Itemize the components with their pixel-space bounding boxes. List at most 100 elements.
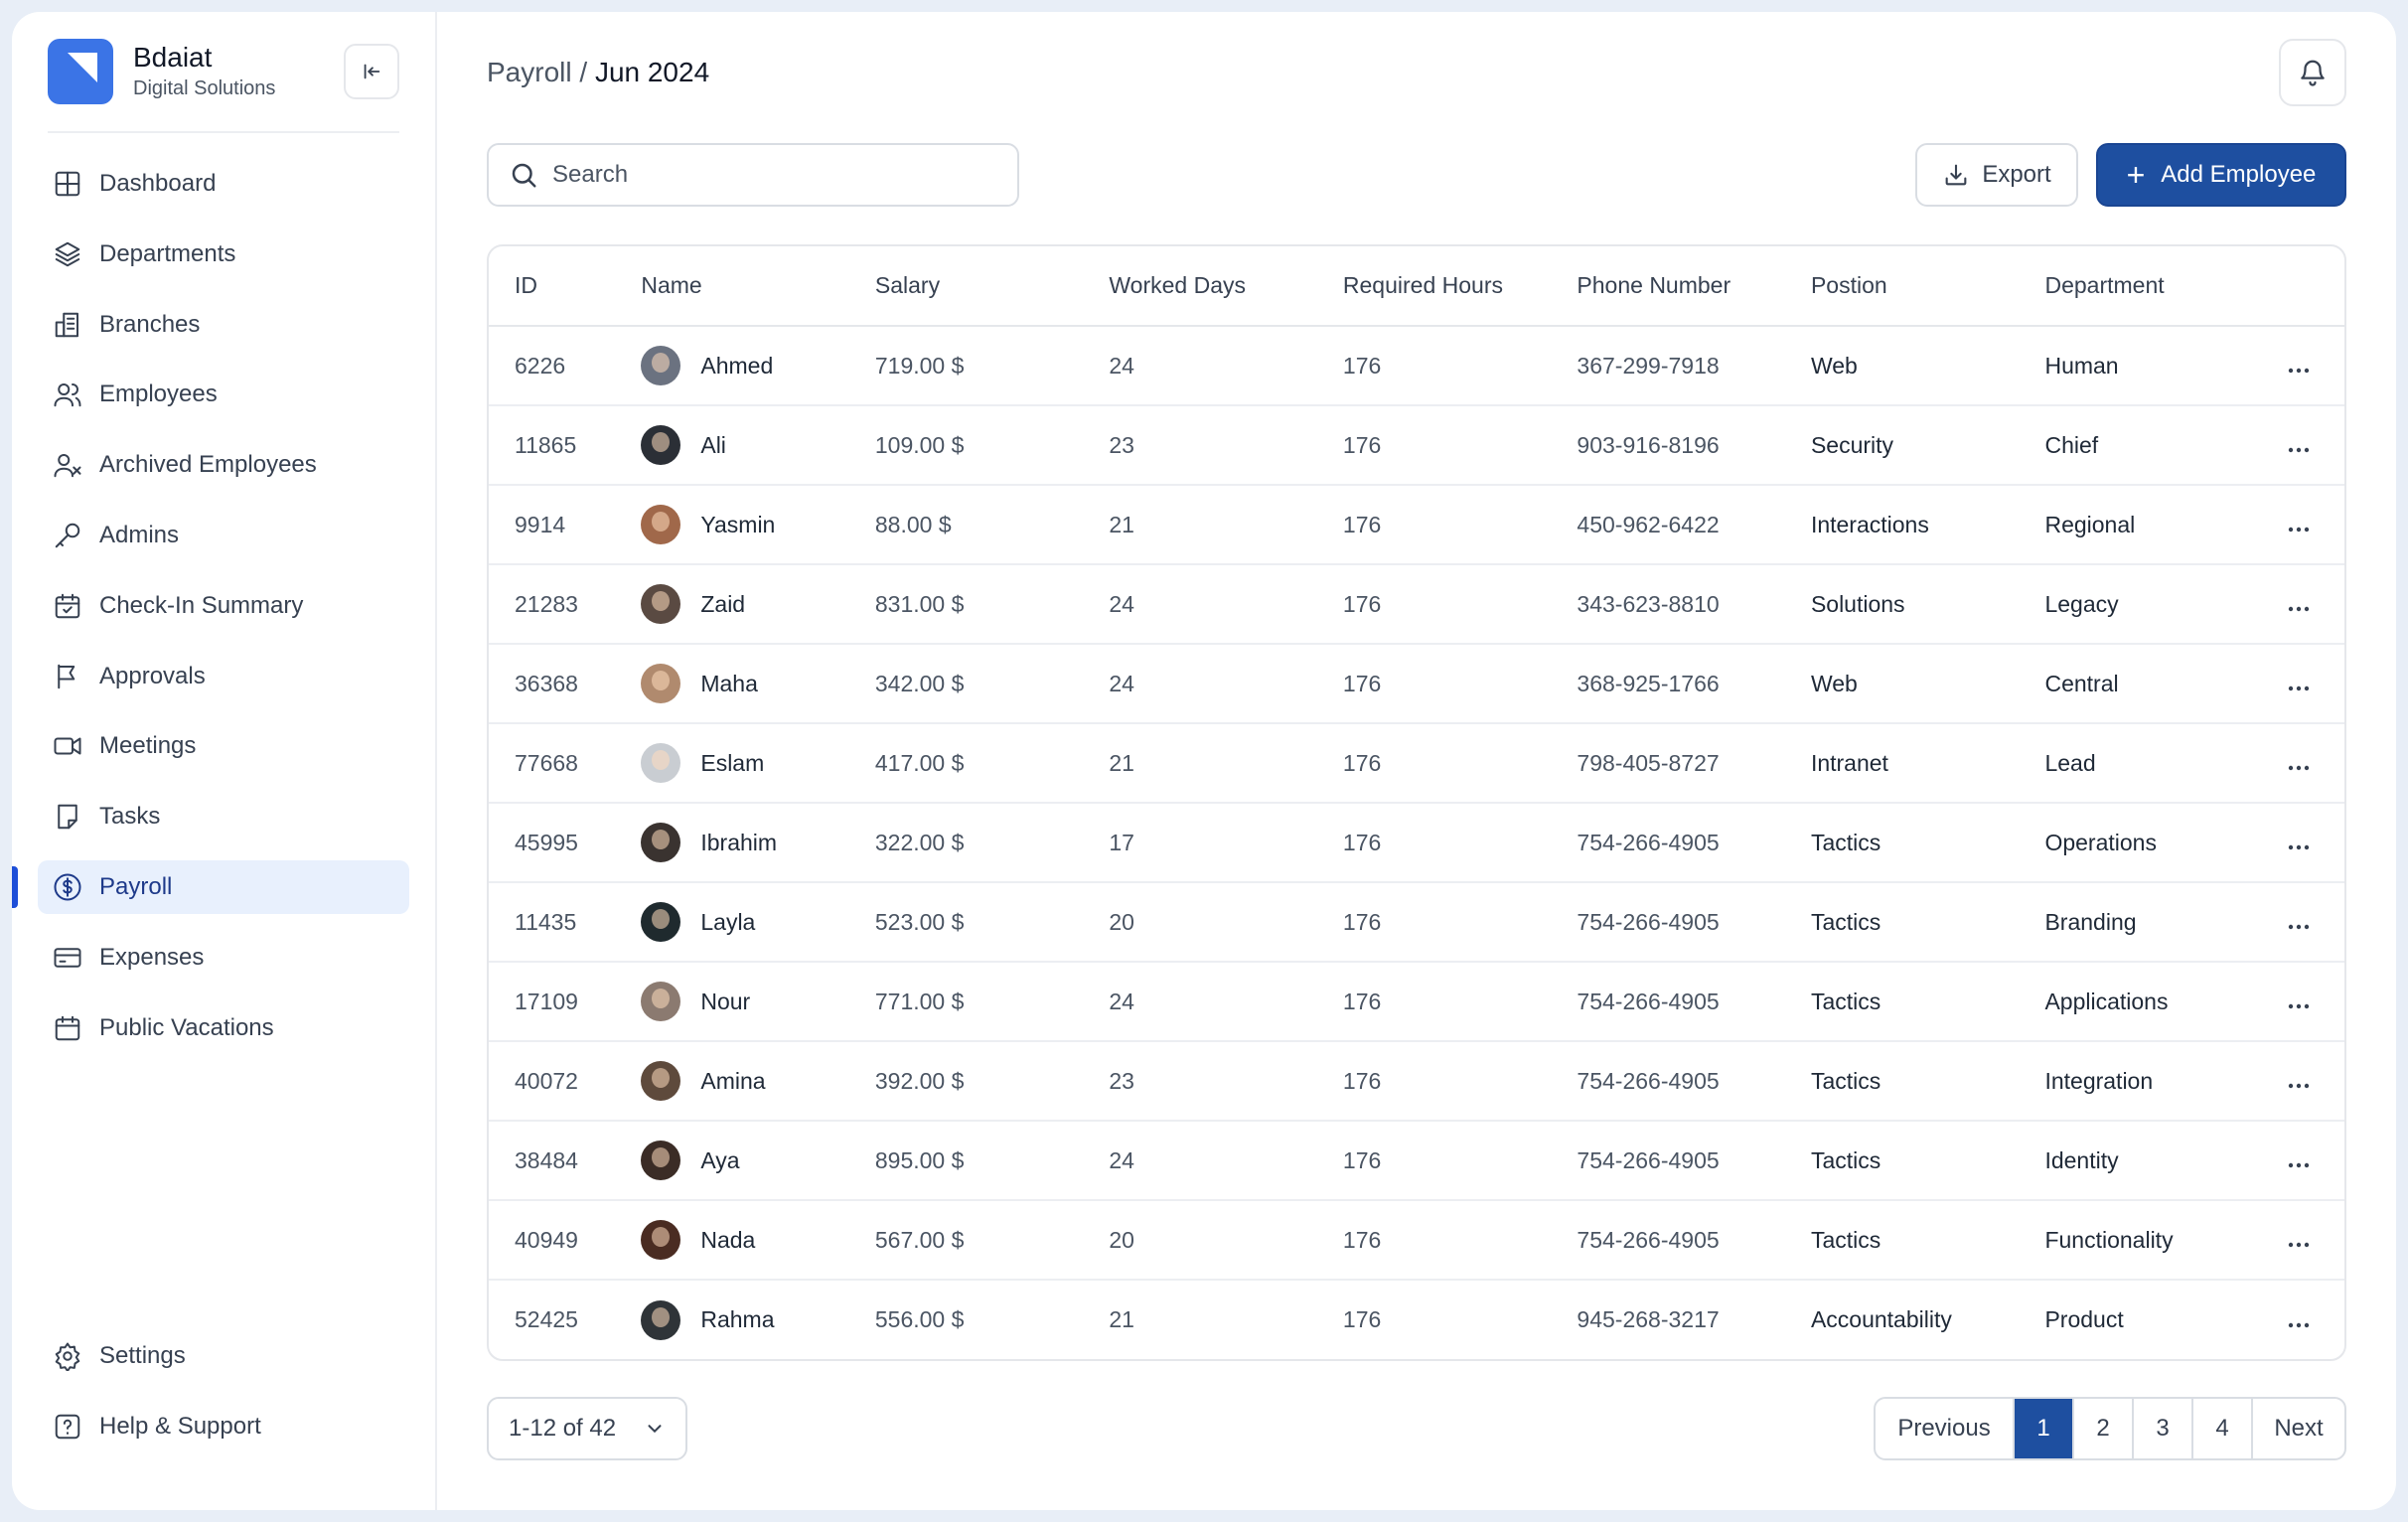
table-row[interactable]: 45995 Ibrahim 322.00 $17 176 754-266-4905 Tac…	[489, 803, 2344, 883]
row-actions-button[interactable]	[2252, 962, 2344, 1042]
sidebar-item-settings[interactable]: Settings	[38, 1329, 409, 1383]
sidebar-item-payroll[interactable]: Payroll	[12, 859, 409, 914]
more-horizontal-icon	[2288, 1162, 2310, 1168]
page-button-1[interactable]: 1	[2013, 1399, 2072, 1458]
cell-id: 38484	[489, 1121, 616, 1201]
table-row[interactable]: 11865 Ali 109.00 $23 176 903-916-8196 Securit…	[489, 405, 2344, 486]
table-row[interactable]: 38484 Aya 895.00 $24 176 754-266-4905 Tactics…	[489, 1121, 2344, 1201]
row-actions-button[interactable]	[2252, 326, 2344, 406]
collapse-sidebar-button[interactable]	[344, 44, 399, 99]
table-row[interactable]: 11435 Layla 523.00 $20 176 754-266-4905 Tacti…	[489, 882, 2344, 963]
toolbar: Search Export + Add Employee	[487, 143, 2346, 207]
table-row[interactable]: 40072 Amina 392.00 $23 176 754-266-4905 Tacti…	[489, 1041, 2344, 1122]
table-row[interactable]: 6226 Ahmed 719.00 $24 176 367-299-7918 Web Hum…	[489, 326, 2344, 406]
table-row[interactable]: 36368 Maha 342.00 $24 176 368-925-1766 Web Cen…	[489, 644, 2344, 724]
row-actions-button[interactable]	[2252, 882, 2344, 963]
column-header-actions	[2252, 246, 2344, 327]
table-row[interactable]: 21283 Zaid 831.00 $24 176 343-623-8810 Soluti…	[489, 564, 2344, 645]
cell-hours: 176	[1316, 723, 1552, 804]
breadcrumb-parent[interactable]: Payroll	[487, 57, 572, 87]
cell-department: Branding	[2019, 882, 2253, 963]
export-button[interactable]: Export	[1915, 143, 2078, 207]
sidebar-bottom-nav: Settings Help & Support	[38, 1329, 409, 1470]
column-header-postion: Postion	[1784, 246, 2020, 327]
page-size-select[interactable]: 1-12 of 42	[487, 1397, 687, 1460]
cell-department: Functionality	[2019, 1200, 2253, 1281]
notifications-button[interactable]	[2279, 39, 2346, 106]
add-employee-button[interactable]: + Add Employee	[2096, 143, 2346, 207]
payroll-table: ID Name Salary Worked Days Required Hours Pho…	[489, 246, 2344, 1359]
cell-name: Ahmed	[615, 326, 849, 406]
sidebar-item-expenses[interactable]: Expenses	[38, 931, 409, 985]
row-actions-button[interactable]	[2252, 644, 2344, 724]
avatar	[641, 1141, 681, 1180]
search-input[interactable]: Search	[487, 143, 1019, 207]
more-horizontal-icon	[2288, 1083, 2310, 1089]
sidebar-item-admins[interactable]: Admins	[38, 509, 409, 562]
employee-name-cell: Ahmed	[641, 346, 849, 385]
employee-name[interactable]: Nada	[700, 1226, 756, 1253]
column-header-phone-number: Phone Number	[1551, 246, 1785, 327]
cell-hours: 176	[1316, 962, 1552, 1042]
cell-hours: 176	[1316, 1200, 1552, 1281]
employee-name[interactable]: Amina	[700, 1067, 766, 1094]
collapse-left-icon	[364, 64, 380, 79]
previous-page-button[interactable]: Previous	[1897, 1415, 1991, 1442]
sidebar-item-archived-employees[interactable]: Archived Employees	[38, 438, 409, 492]
sidebar-item-help-support[interactable]: Help & Support	[38, 1400, 409, 1453]
sidebar-item-label: Admins	[99, 521, 180, 548]
table-row[interactable]: 9914 Yasmin 88.00 $21 176 450-962-6422 Intera…	[489, 485, 2344, 565]
sidebar-item-approvals[interactable]: Approvals	[38, 650, 409, 703]
cell-salary: 523.00 $	[848, 882, 1084, 963]
cell-position: Accountability	[1810, 1306, 1952, 1332]
sidebar-item-meetings[interactable]: Meetings	[38, 719, 409, 773]
employee-name[interactable]: Layla	[700, 908, 756, 935]
table-row[interactable]: 52425 Rahma 556.00 $ 21 176 945-268-3217 Accou…	[489, 1280, 2344, 1359]
page-button-4[interactable]: 4	[2191, 1399, 2251, 1458]
employee-name[interactable]: Ibrahim	[700, 829, 778, 855]
row-actions-button[interactable]	[2252, 485, 2344, 565]
employee-name[interactable]: Maha	[700, 670, 758, 696]
page-button-3[interactable]: 3	[2132, 1399, 2191, 1458]
employee-name[interactable]: Zaid	[700, 590, 746, 617]
cell-position: Interactions	[1784, 485, 2020, 565]
sidebar-item-dashboard[interactable]: Dashboard	[38, 157, 409, 211]
more-horizontal-icon	[2288, 447, 2310, 453]
row-actions-button[interactable]	[2252, 564, 2344, 645]
sidebar-item-tasks[interactable]: Tasks	[38, 790, 409, 843]
row-actions-button[interactable]	[2252, 1041, 2344, 1122]
table-row[interactable]: 17109 Nour 771.00 $24 176 754-266-4905 Tactic…	[489, 962, 2344, 1042]
cell-phone: 343-623-8810	[1551, 564, 1785, 645]
avatar	[641, 1220, 681, 1260]
row-actions-button[interactable]	[2252, 723, 2344, 804]
next-page-button[interactable]: Next	[2251, 1399, 2344, 1458]
payroll-table-card: ID Name Salary Worked Days Required Hours Pho…	[487, 244, 2346, 1361]
sidebar-item-employees[interactable]: Employees	[38, 368, 409, 421]
row-actions-button[interactable]	[2252, 405, 2344, 486]
pagination: Previous 1 2 3 4 Next	[1874, 1397, 2346, 1460]
row-actions-button[interactable]	[2252, 1200, 2344, 1281]
employee-name[interactable]: Ali	[700, 431, 726, 458]
flag-icon	[52, 661, 83, 692]
sidebar-item-branches[interactable]: Branches	[38, 298, 409, 352]
sidebar-item-departments[interactable]: Departments	[38, 228, 409, 281]
cell-salary: 88.00 $	[848, 485, 1084, 565]
sidebar-item-check-in-summary[interactable]: Check-In Summary	[38, 579, 409, 633]
row-actions-button[interactable]	[2253, 1280, 2344, 1359]
employee-name[interactable]: Rahma	[700, 1306, 775, 1332]
table-row[interactable]: 77668 Eslam 417.00 $21 176 798-405-8727 Intra…	[489, 723, 2344, 804]
cell-days: 23	[1083, 1041, 1317, 1122]
row-actions-button[interactable]	[2252, 803, 2344, 883]
page-button-2[interactable]: 2	[2072, 1399, 2132, 1458]
employee-name[interactable]: Ahmed	[700, 352, 774, 379]
employee-name[interactable]: Yasmin	[700, 511, 776, 537]
employee-name[interactable]: Eslam	[700, 749, 765, 776]
row-actions-button[interactable]	[2252, 1121, 2344, 1201]
employee-name[interactable]: Aya	[700, 1146, 740, 1173]
column-header-salary: Salary	[848, 246, 1084, 327]
employee-name[interactable]: Nour	[700, 988, 751, 1014]
cell-name: Nour	[615, 962, 849, 1042]
more-horizontal-icon	[2288, 844, 2310, 850]
sidebar-item-public-vacations[interactable]: Public Vacations	[38, 1001, 409, 1055]
table-row[interactable]: 40949 Nada 567.00 $20 176 754-266-4905 Tactic…	[489, 1200, 2344, 1281]
